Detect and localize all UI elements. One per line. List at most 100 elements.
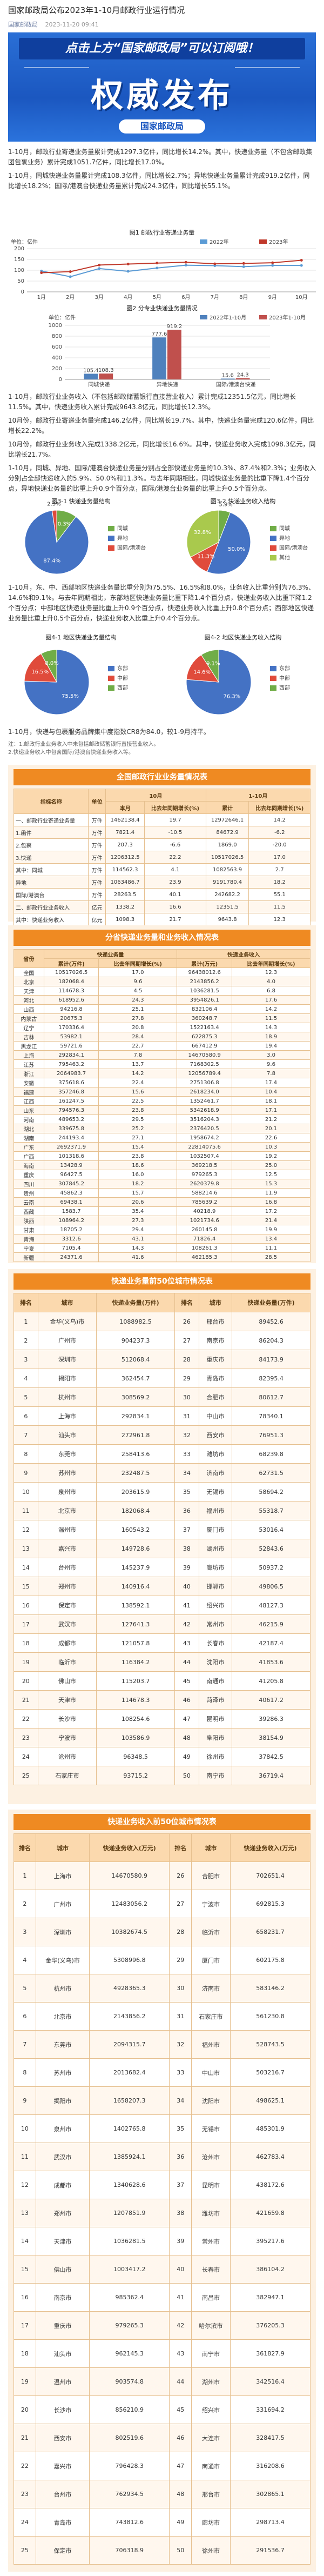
table-cell: 长春市 xyxy=(198,1633,233,1653)
table-cell: 22.2 xyxy=(144,851,206,864)
table-row: 21 西安市 802519.6 46 大连市 328417.5 xyxy=(14,2424,311,2452)
table-cell: 12 xyxy=(14,2171,36,2199)
table-cell: 52843.6 xyxy=(232,1539,310,1558)
table-cell: 27.8 xyxy=(98,1013,178,1023)
paragraph: 1-10月，东、中、西部地区快递业务量比重分别为75.5%、16.5%和8.0%… xyxy=(8,584,315,622)
table-cell: 温州市 xyxy=(37,1520,97,1539)
table-cell: 308569.2 xyxy=(96,1387,176,1407)
legend-swatch xyxy=(270,685,276,691)
table-row: 四川 307845.2 18.2 2620379.8 15.3 xyxy=(14,1179,310,1189)
table-cell: 北京市 xyxy=(37,1501,97,1520)
table-cell: 金华(义乌)市 xyxy=(37,1312,97,1331)
table-cell: 28 xyxy=(169,1918,192,1946)
table-row: 12 成都市 1340628.6 37 昆明市 438172.6 xyxy=(14,2171,311,2199)
table-cell: 武汉市 xyxy=(37,1614,97,1634)
table-cell: 29 xyxy=(169,1946,192,1974)
table-cell: 嘉兴市 xyxy=(35,2452,90,2480)
table-cell: 41853.6 xyxy=(232,1652,310,1672)
table-cell: 503216.7 xyxy=(230,2058,311,2087)
column-header: 快递业务收入(万元) xyxy=(89,1833,170,1862)
table-row: 安徽 375618.6 22.4 2751306.8 17.4 xyxy=(14,1078,310,1087)
column-header: 城市 xyxy=(35,1833,90,1862)
table-cell: 上海市 xyxy=(37,1406,97,1426)
table-cell: 94216.8 xyxy=(43,1004,99,1014)
table-cell: 2094315.7 xyxy=(89,2030,170,2059)
slice-label: 8.0% xyxy=(45,660,58,666)
table-cell: 43 xyxy=(169,2339,192,2368)
table-cell: 18 xyxy=(14,1633,38,1653)
table-cell: 7821.4 xyxy=(105,826,145,839)
table-cell: 40617.2 xyxy=(232,1690,310,1710)
bar xyxy=(99,373,113,379)
unit-label: 单位：亿件 xyxy=(49,314,76,321)
table-cell: 1207851.9 xyxy=(89,2199,170,2227)
table-cell: 福州市 xyxy=(191,2030,231,2059)
decoration xyxy=(24,67,89,68)
table-cell: 嘉兴市 xyxy=(37,1539,97,1558)
table-cell: 22.4 xyxy=(98,1078,178,1087)
data-table: 指标名称 单位 10月 1-10月 本月 比去年同期增长(%) 累计 比去年同期增长(%) 一、… xyxy=(13,789,311,926)
table-cell: 1462138.4 xyxy=(105,813,145,826)
y-tick-label: 200 xyxy=(52,366,62,372)
table-cell: 27 xyxy=(174,1331,199,1350)
legend-swatch xyxy=(270,536,276,541)
table-row: 19 温州市 903574.8 44 湖州市 342516.4 xyxy=(14,2367,311,2396)
table-cell: 44 xyxy=(169,2367,192,2396)
table-cell: 12.3 xyxy=(232,967,310,977)
table-cell: 32 xyxy=(174,1425,199,1445)
header-row: 累计(万件) 比去年同期增长(%) 累计(万元) 比去年同期增长(%) xyxy=(14,958,310,968)
pie-slice xyxy=(200,649,219,683)
table-cell: 1021734.6 xyxy=(177,1216,233,1225)
column-header: 城市 xyxy=(198,1293,233,1312)
table-cell: 湖南 xyxy=(14,1133,44,1143)
table-cell: 55.1 xyxy=(248,888,310,901)
x-tick-label: 7月 xyxy=(211,294,219,301)
table-cell: 40218.9 xyxy=(177,1206,233,1216)
table-row: 5 杭州市 4928365.3 30 济南市 583146.2 xyxy=(14,1974,311,2003)
table-row: 6 北京市 2143856.2 31 石家庄市 561230.8 xyxy=(14,2002,311,2031)
table-cell: 济南市 xyxy=(198,1463,233,1483)
column-header: 快递业务量(万件) xyxy=(232,1293,310,1312)
chart-title: 图3-2 快递业务收入结构 xyxy=(211,497,275,505)
y-tick-label: 100 xyxy=(14,268,24,273)
table-cell: 260145.8 xyxy=(177,1225,233,1234)
table-cell: 佛山市 xyxy=(35,2255,90,2284)
table-cell: 绍兴市 xyxy=(191,2395,231,2424)
table-cell: 亿元 xyxy=(88,900,106,913)
bar xyxy=(84,373,98,379)
table-cell: 2.包裹 xyxy=(13,838,89,851)
table-row: 23 宁波市 103586.9 48 阜阳市 38154.9 xyxy=(14,1728,310,1747)
value-label: 108.3 xyxy=(98,368,114,373)
paragraph: 10月份，邮政行业寄递业务量完成146.2亿件，同比增长19.7%。其中，快递业… xyxy=(8,417,314,435)
legend-swatch xyxy=(200,239,207,244)
table-cell: 11.1 xyxy=(232,1243,310,1253)
table-cell: 80612.7 xyxy=(232,1387,310,1407)
table-cell: 856210.9 xyxy=(89,2395,170,2424)
table-cell: 28.4 xyxy=(98,1032,178,1042)
table-cell: 21.7 xyxy=(144,913,206,926)
table-cell: 潍坊市 xyxy=(198,1444,233,1464)
table-cell: 48127.3 xyxy=(232,1596,310,1615)
x-tick-label: 国际/港澳台快递 xyxy=(216,381,255,388)
table-cell: 35.4 xyxy=(98,1206,178,1216)
table-cell: 2064983.7 xyxy=(43,1069,99,1078)
table-cell: 山东 xyxy=(14,1105,44,1115)
table-cell: 583146.2 xyxy=(230,1974,311,2003)
table-cell: 7 xyxy=(14,2030,36,2059)
table-row: 一、邮政行业寄递业务量 万件 1462138.4 19.7 12972646.1 14.2 xyxy=(13,813,310,826)
table-cell: 40 xyxy=(169,2255,192,2284)
table-cell: 41205.8 xyxy=(232,1671,310,1691)
table-cell: 苏州市 xyxy=(37,1463,97,1483)
paragraph: 1-10月，同城快递业务量累计完成108.3亿件，同比增长2.7%；异地快递业务… xyxy=(8,172,310,190)
x-tick-label: 8月 xyxy=(239,294,248,301)
account-link[interactable]: 国家邮政局 xyxy=(8,21,38,28)
table-cell: 103586.9 xyxy=(96,1728,176,1747)
table-cell: 11.5 xyxy=(248,900,310,913)
table-cell: 108254.6 xyxy=(96,1709,176,1729)
slice-label: 16.5% xyxy=(31,669,49,675)
column-group: 快递业务量 xyxy=(43,949,178,959)
table-cell: 37 xyxy=(169,2171,192,2199)
table-cell: 272961.8 xyxy=(96,1425,176,1445)
data-table: 排名 城市 快递业务量(万件) 排名 城市 快递业务量(万件) 1 金华(义乌)市 108898… xyxy=(14,1293,310,1785)
point xyxy=(242,262,245,265)
